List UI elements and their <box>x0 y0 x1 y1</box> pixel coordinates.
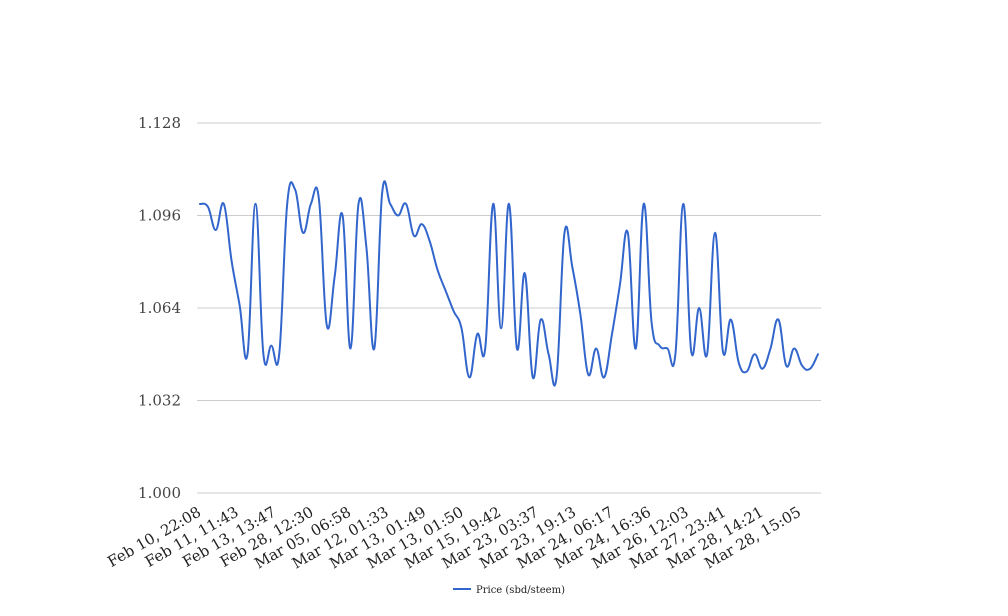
legend-label-price: Price (sbd/steem) <box>476 585 565 596</box>
data-point[interactable] <box>379 189 385 195</box>
data-point[interactable] <box>229 259 235 265</box>
gridlines <box>197 122 821 494</box>
data-point[interactable] <box>601 374 607 380</box>
data-point[interactable] <box>546 351 552 357</box>
data-point[interactable] <box>340 213 346 219</box>
data-point[interactable] <box>593 346 599 352</box>
data-point[interactable] <box>332 273 338 279</box>
data-point[interactable] <box>419 221 425 227</box>
data-point[interactable] <box>237 302 243 308</box>
data-point[interactable] <box>641 201 647 207</box>
series-layer <box>197 180 821 387</box>
data-point[interactable] <box>633 346 639 352</box>
data-point[interactable] <box>371 346 377 352</box>
data-point[interactable] <box>562 230 568 236</box>
data-point[interactable] <box>213 227 219 233</box>
data-point[interactable] <box>253 201 259 207</box>
data-point[interactable] <box>609 331 615 337</box>
data-point[interactable] <box>221 201 227 207</box>
data-point[interactable] <box>720 348 726 354</box>
data-point[interactable] <box>268 343 274 349</box>
data-point[interactable] <box>530 374 536 380</box>
data-point[interactable] <box>482 346 488 352</box>
data-point[interactable] <box>649 320 655 326</box>
data-point[interactable] <box>356 201 362 207</box>
data-point[interactable] <box>411 233 417 239</box>
data-point[interactable] <box>443 288 449 294</box>
data-point[interactable] <box>696 305 702 311</box>
data-point[interactable] <box>807 366 813 372</box>
data-point[interactable] <box>324 322 330 328</box>
y-tick-label: 1.064 <box>138 299 181 317</box>
data-point[interactable] <box>435 267 441 273</box>
data-point[interactable] <box>744 369 750 375</box>
data-point[interactable] <box>363 244 369 250</box>
data-point[interactable] <box>538 317 544 323</box>
data-point[interactable] <box>348 346 354 352</box>
data-point[interactable] <box>752 351 758 357</box>
data-point[interactable] <box>554 374 560 380</box>
data-point[interactable] <box>585 372 591 378</box>
data-point[interactable] <box>514 346 520 352</box>
data-point[interactable] <box>625 230 631 236</box>
data-point[interactable] <box>205 204 211 210</box>
data-point[interactable] <box>728 317 734 323</box>
data-point[interactable] <box>768 346 774 352</box>
data-point[interactable] <box>569 265 575 271</box>
data-point[interactable] <box>506 201 512 207</box>
data-point[interactable] <box>466 374 472 380</box>
y-axis-ticks: 1.000 1.032 1.064 1.096 1.128 <box>138 114 181 502</box>
data-point[interactable] <box>736 360 742 366</box>
data-point[interactable] <box>260 351 266 357</box>
data-point[interactable] <box>427 239 433 245</box>
data-point[interactable] <box>316 195 322 201</box>
data-point[interactable] <box>197 201 203 207</box>
data-point[interactable] <box>791 346 797 352</box>
data-point[interactable] <box>498 325 504 331</box>
data-point[interactable] <box>395 213 401 219</box>
data-point[interactable] <box>672 351 678 357</box>
data-point[interactable] <box>474 331 480 337</box>
y-tick-label: 1.128 <box>138 114 181 132</box>
data-point[interactable] <box>704 351 710 357</box>
data-point[interactable] <box>387 201 393 207</box>
data-point[interactable] <box>688 348 694 354</box>
data-point[interactable] <box>490 201 496 207</box>
data-point[interactable] <box>657 343 663 349</box>
data-point[interactable] <box>680 201 686 207</box>
data-point[interactable] <box>451 308 457 314</box>
y-tick-label: 1.032 <box>138 392 181 410</box>
data-point[interactable] <box>522 270 528 276</box>
data-point[interactable] <box>403 201 409 207</box>
data-point[interactable] <box>712 230 718 236</box>
y-tick-label: 1.000 <box>138 484 181 502</box>
data-point[interactable] <box>577 311 583 317</box>
data-point[interactable] <box>245 351 251 357</box>
data-point[interactable] <box>775 317 781 323</box>
data-point[interactable] <box>292 187 298 193</box>
data-point[interactable] <box>799 363 805 369</box>
data-point[interactable] <box>815 351 821 357</box>
data-point[interactable] <box>617 282 623 288</box>
y-tick-label: 1.096 <box>138 207 181 225</box>
data-point[interactable] <box>665 346 671 352</box>
data-point[interactable] <box>760 366 766 372</box>
series-line-price[interactable] <box>199 180 819 387</box>
data-point[interactable] <box>300 230 306 236</box>
data-point[interactable] <box>276 351 282 357</box>
legend[interactable]: Price (sbd/steem) <box>453 585 565 596</box>
data-point[interactable] <box>284 201 290 207</box>
data-point[interactable] <box>459 325 465 331</box>
data-point[interactable] <box>308 201 314 207</box>
data-point[interactable] <box>783 363 789 369</box>
